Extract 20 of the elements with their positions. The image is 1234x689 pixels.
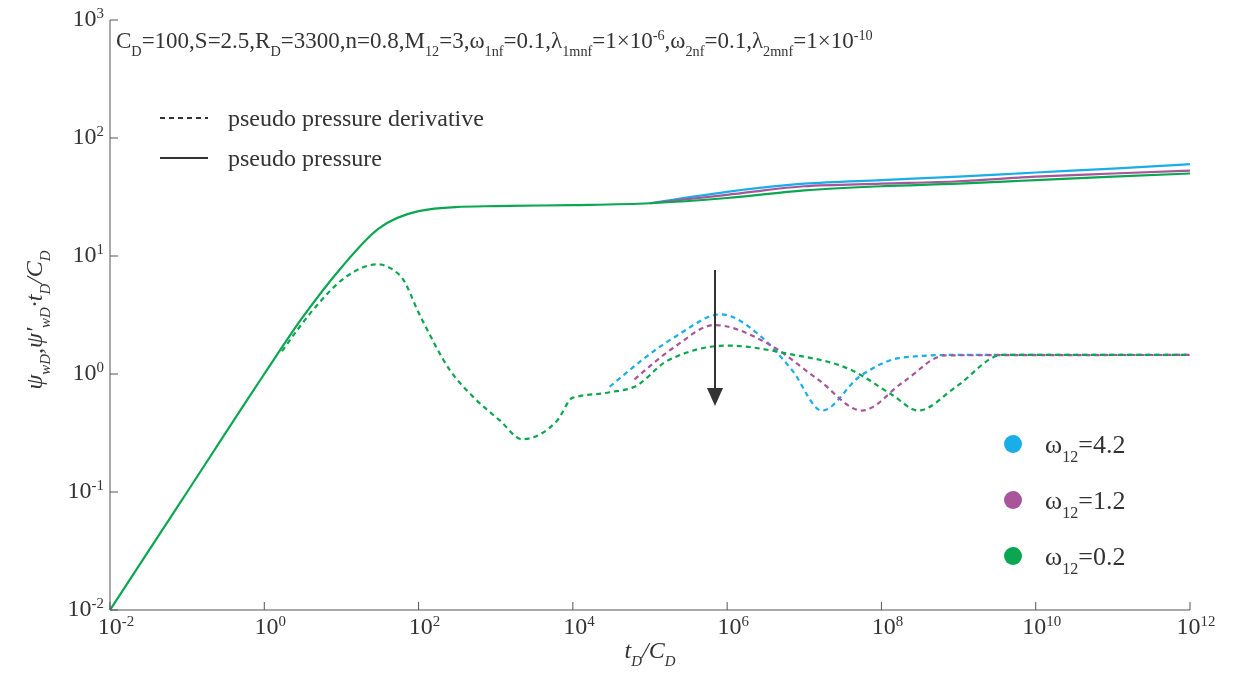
y-tick-label: 10$^{0}$ — [72, 359, 104, 385]
legend-label: ω$_{12}$=1.2 — [1045, 486, 1126, 521]
x-tick-label: 10$^{10}$ — [1022, 613, 1062, 639]
legend-label: ω$_{12}$=0.2 — [1045, 542, 1126, 577]
x-tick-label: 10$^{0}$ — [254, 613, 286, 639]
y-tick-label: 10$^{2}$ — [72, 123, 104, 149]
chart-title: C$_{D}$=100,S=2.5,R$_{D}$=3300,n=0.8,M$_{12}$=3,ω$_{1nf}$=0.1,λ$_{1mnf}$=1×10$^{-6}$,ω$_{2nf}$=0.1,λ$_{2mnf}$=1×10$^{-10}$ — [116, 27, 873, 59]
x-tick-label: 10$^{2}$ — [408, 613, 441, 639]
annotation: pseudo pressure derivative — [228, 105, 484, 131]
y-tick-label: 10$^{1}$ — [72, 241, 104, 267]
annotation: pseudo pressure — [228, 145, 382, 171]
x-tick-label: 10$^{8}$ — [871, 613, 904, 639]
y-tick-label: 10$^{-1}$ — [67, 477, 104, 503]
legend-label: ω$_{12}$=4.2 — [1045, 430, 1126, 465]
x-tick-label: 10$^{4}$ — [563, 613, 596, 639]
x-tick-label: 10$^{12}$ — [1176, 613, 1216, 639]
x-tick-label: 10$^{-2}$ — [97, 613, 135, 639]
x-axis-title: t$_{D}$/C$_{D}$ — [624, 637, 676, 669]
x-tick-label: 10$^{6}$ — [717, 613, 749, 639]
y-tick-label: 10$^{3}$ — [72, 5, 104, 31]
